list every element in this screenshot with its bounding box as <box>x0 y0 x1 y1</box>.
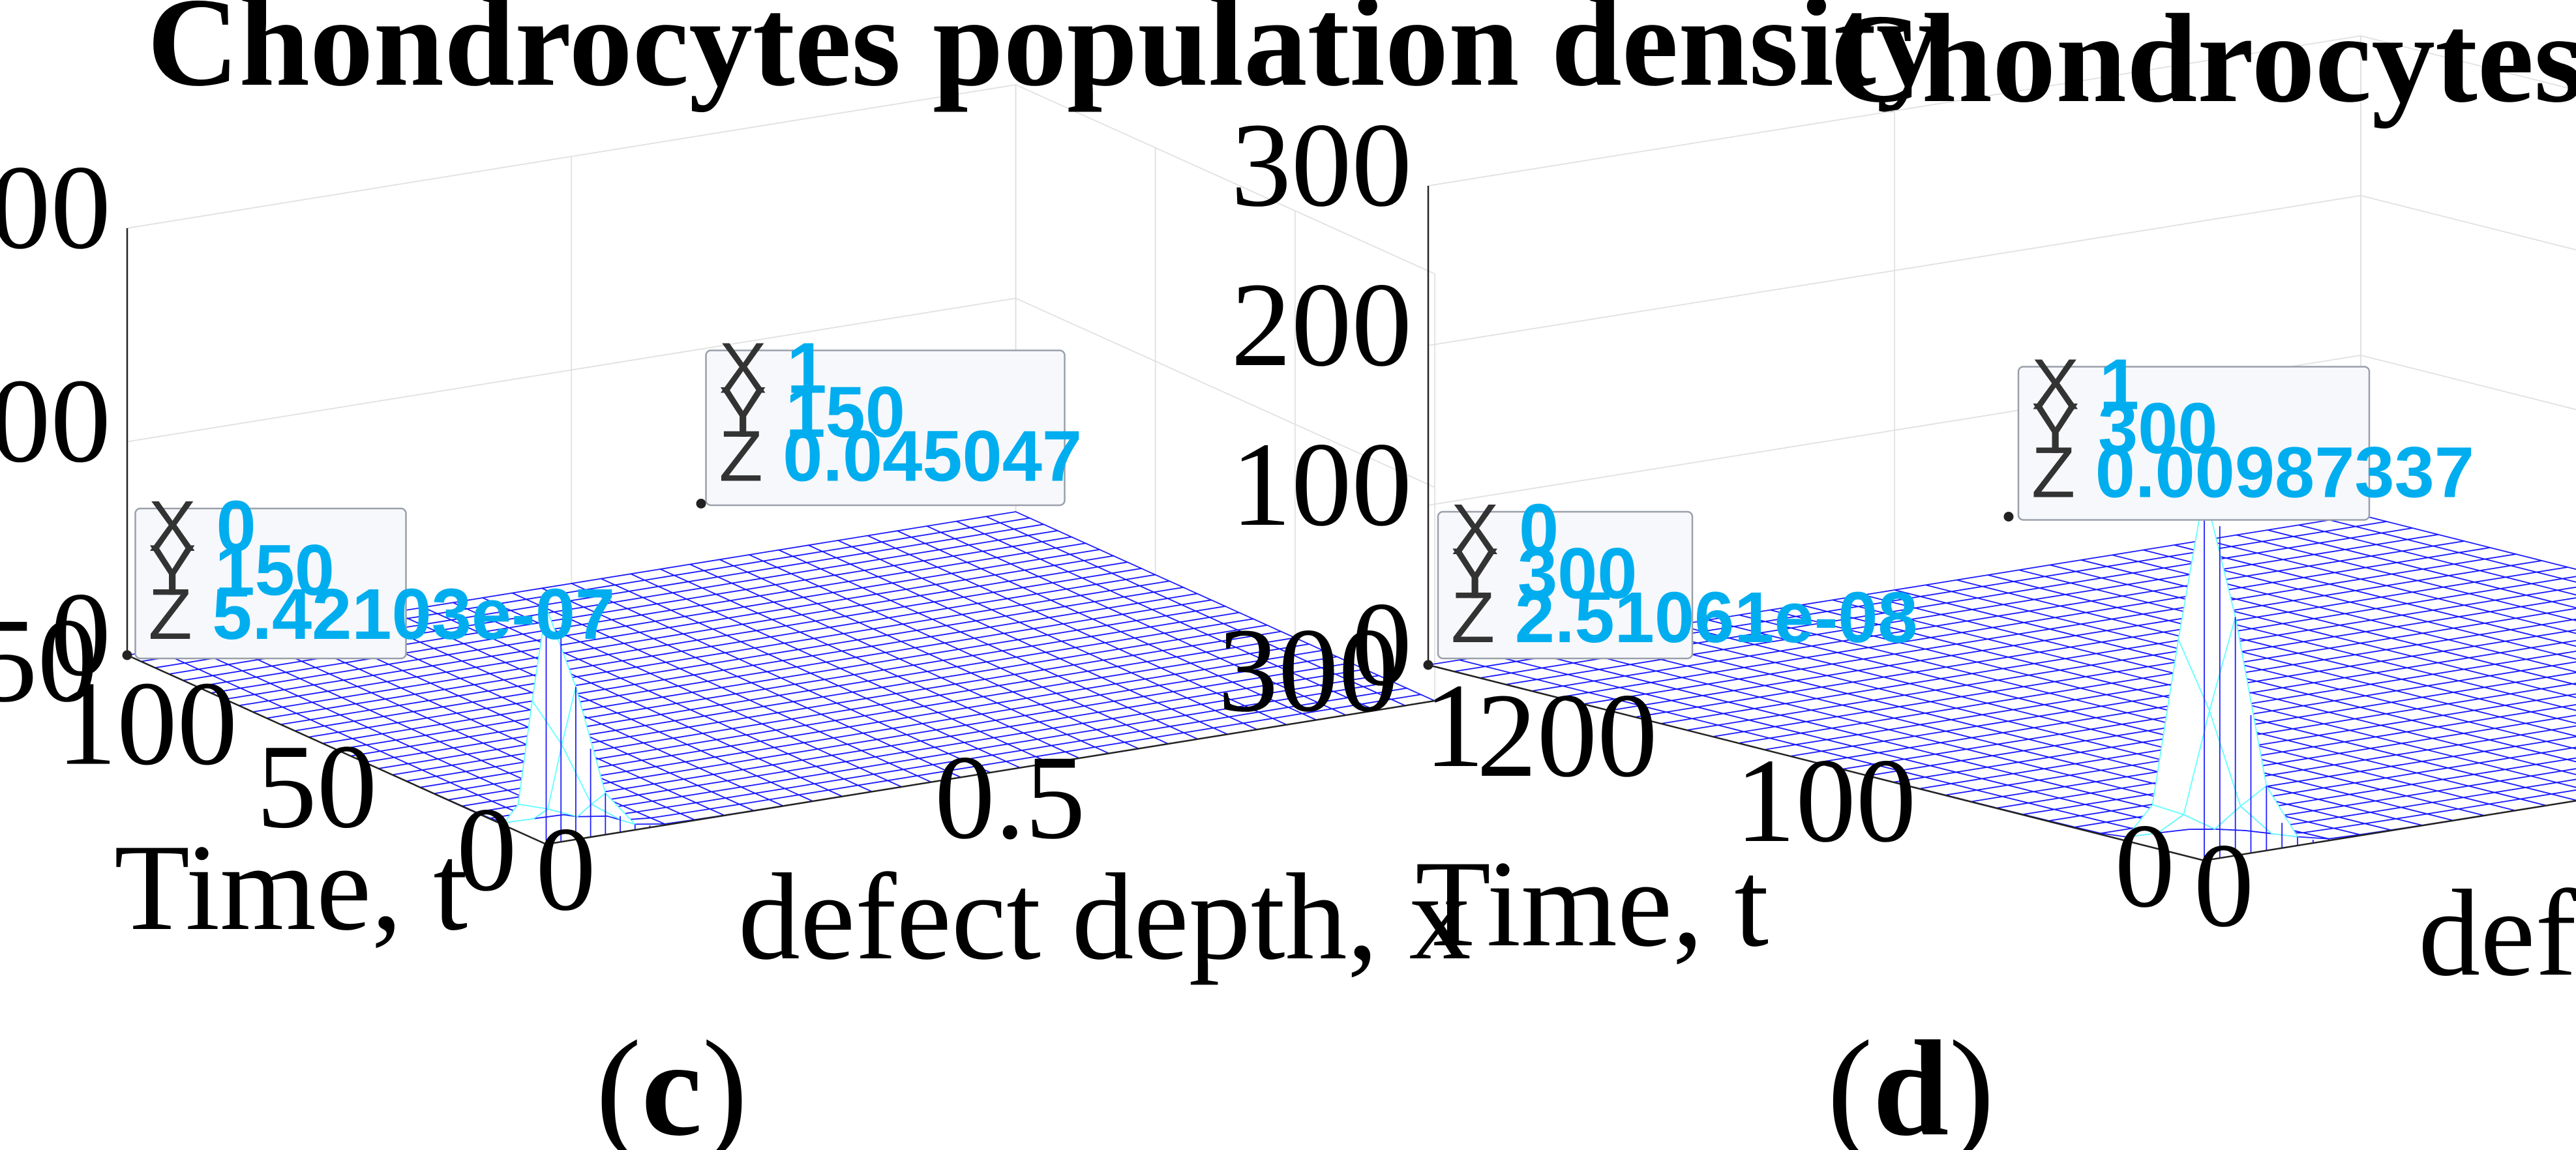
z-tick-label: 400 <box>0 141 111 274</box>
datatip-line: Z 2.51061e-08 <box>1451 578 1918 658</box>
x-tick-label: 0 <box>2194 819 2254 952</box>
y-tick-label: 100 <box>57 657 238 791</box>
datatip-box[interactable] <box>1437 510 1694 660</box>
datatip-value: 0.045047 <box>783 417 1082 497</box>
y-tick-label: 200 <box>1476 669 1658 803</box>
datatip-value: 1 <box>786 329 826 409</box>
gridline <box>1428 195 2576 346</box>
datatip-key: X <box>149 486 217 567</box>
panel-label: (c) <box>595 1013 747 1150</box>
datatip-key: X <box>1451 490 1519 570</box>
datatip-value: 2.51061e-08 <box>1515 578 1918 658</box>
datatip-value: 5.42103e-07 <box>212 574 615 655</box>
datatip-line: X 0 <box>149 486 256 567</box>
datatip-key: Z <box>719 417 783 497</box>
datatip-line: Y 150 <box>719 372 905 452</box>
datatip-line: X 1 <box>2031 345 2139 425</box>
datatip-value: 1 <box>2099 345 2139 425</box>
datatip-line: Z 0.00987337 <box>2031 433 2474 513</box>
datatip-marker[interactable] <box>1423 660 1433 670</box>
datatip-marker[interactable] <box>2003 512 2014 522</box>
z-tick-label: 300 <box>1231 98 1413 232</box>
axes <box>126 228 1435 846</box>
z-tick-label: 0 <box>1352 578 1413 711</box>
y-tick-label: 50 <box>256 720 377 853</box>
datatip-line: Z 5.42103e-07 <box>149 574 616 655</box>
datatip-key: Y <box>149 531 215 611</box>
gridline <box>127 297 1435 488</box>
datatip-value: 300 <box>1518 534 1638 614</box>
datatip-box[interactable] <box>134 507 407 660</box>
surface-cell <box>532 607 577 746</box>
chart-panel-c: 00.510501001500200400defect depth, xTime… <box>0 0 1939 1150</box>
datatip-value: 150 <box>785 372 905 452</box>
datatip-line: Z 0.045047 <box>719 417 1083 497</box>
panel-label-letter: c <box>641 1013 702 1150</box>
x-axis-label: defect depth, x <box>2418 865 2576 1002</box>
y-axis-label: Time, t <box>1415 836 1769 973</box>
surface-mesh <box>1428 490 2576 861</box>
gridline <box>127 84 1435 274</box>
chart-title: Chondrocytes population density <box>147 0 1940 113</box>
chart-title: Chondrocytes population density <box>1830 0 2576 129</box>
y-tick-label: 300 <box>1218 604 1400 737</box>
x-tick-label: 1 <box>1424 659 1485 793</box>
z-tick-label: 0 <box>51 568 112 701</box>
z-tick-label: 200 <box>1231 258 1413 392</box>
z-tick-label: 100 <box>1231 418 1413 552</box>
surface-mesh <box>125 511 1437 844</box>
x-axis-line <box>546 700 1435 846</box>
y-tick-label: 150 <box>0 594 98 728</box>
axes <box>1427 186 2576 862</box>
datatip-box[interactable] <box>2017 366 2371 521</box>
datatip-line: Y 150 <box>149 531 335 611</box>
gridline <box>1428 35 2576 186</box>
datatip-key: Y <box>2031 389 2098 469</box>
x-tick-label: 0.5 <box>935 731 1085 864</box>
x-axis-label: defect depth, x <box>738 849 1471 986</box>
surface-cell <box>2178 490 2236 713</box>
datatip-key: Y <box>719 372 786 452</box>
z-tick-label: 200 <box>0 355 111 488</box>
datatip-line: X 0 <box>1451 490 1559 570</box>
datatip-marker[interactable] <box>122 650 132 660</box>
panel-label-letter: d <box>1873 1013 1949 1150</box>
x-tick-label: 0 <box>535 803 596 936</box>
chart-panel-d: 00.5101002003000100200300defect depth, x… <box>1218 0 2576 1150</box>
y-axis-line <box>127 654 547 846</box>
y-tick-label: 0 <box>2115 799 2176 933</box>
datatip-key: X <box>2031 345 2099 425</box>
datatip-line: X 1 <box>719 329 827 409</box>
y-axis-line <box>1428 664 2205 862</box>
datatip-value: 0 <box>1519 490 1559 570</box>
x-axis-line <box>2204 800 2576 862</box>
y-tick-label: 100 <box>1735 734 1917 868</box>
panel-label: (d) <box>1827 1013 1995 1150</box>
datatip-value: 150 <box>215 531 335 611</box>
datatip-box[interactable] <box>705 349 1066 507</box>
gridline <box>1428 355 2576 506</box>
datatip-key: X <box>719 329 787 409</box>
y-axis-label: Time, t <box>114 819 468 956</box>
datatip-marker[interactable] <box>696 499 706 509</box>
datatip-key: Y <box>1451 534 1518 614</box>
datatip-key: Z <box>149 574 213 655</box>
datatip-key: Z <box>2031 433 2095 513</box>
datatip-value: 0.00987337 <box>2095 433 2474 513</box>
y-tick-label: 0 <box>457 783 517 917</box>
datatip-value: 0 <box>216 486 256 567</box>
datatip-line: Y 300 <box>1451 534 1637 614</box>
datatip-value: 300 <box>2098 389 2218 469</box>
datatip-key: Z <box>1451 578 1515 658</box>
datatip-line: Y 300 <box>2031 389 2217 469</box>
